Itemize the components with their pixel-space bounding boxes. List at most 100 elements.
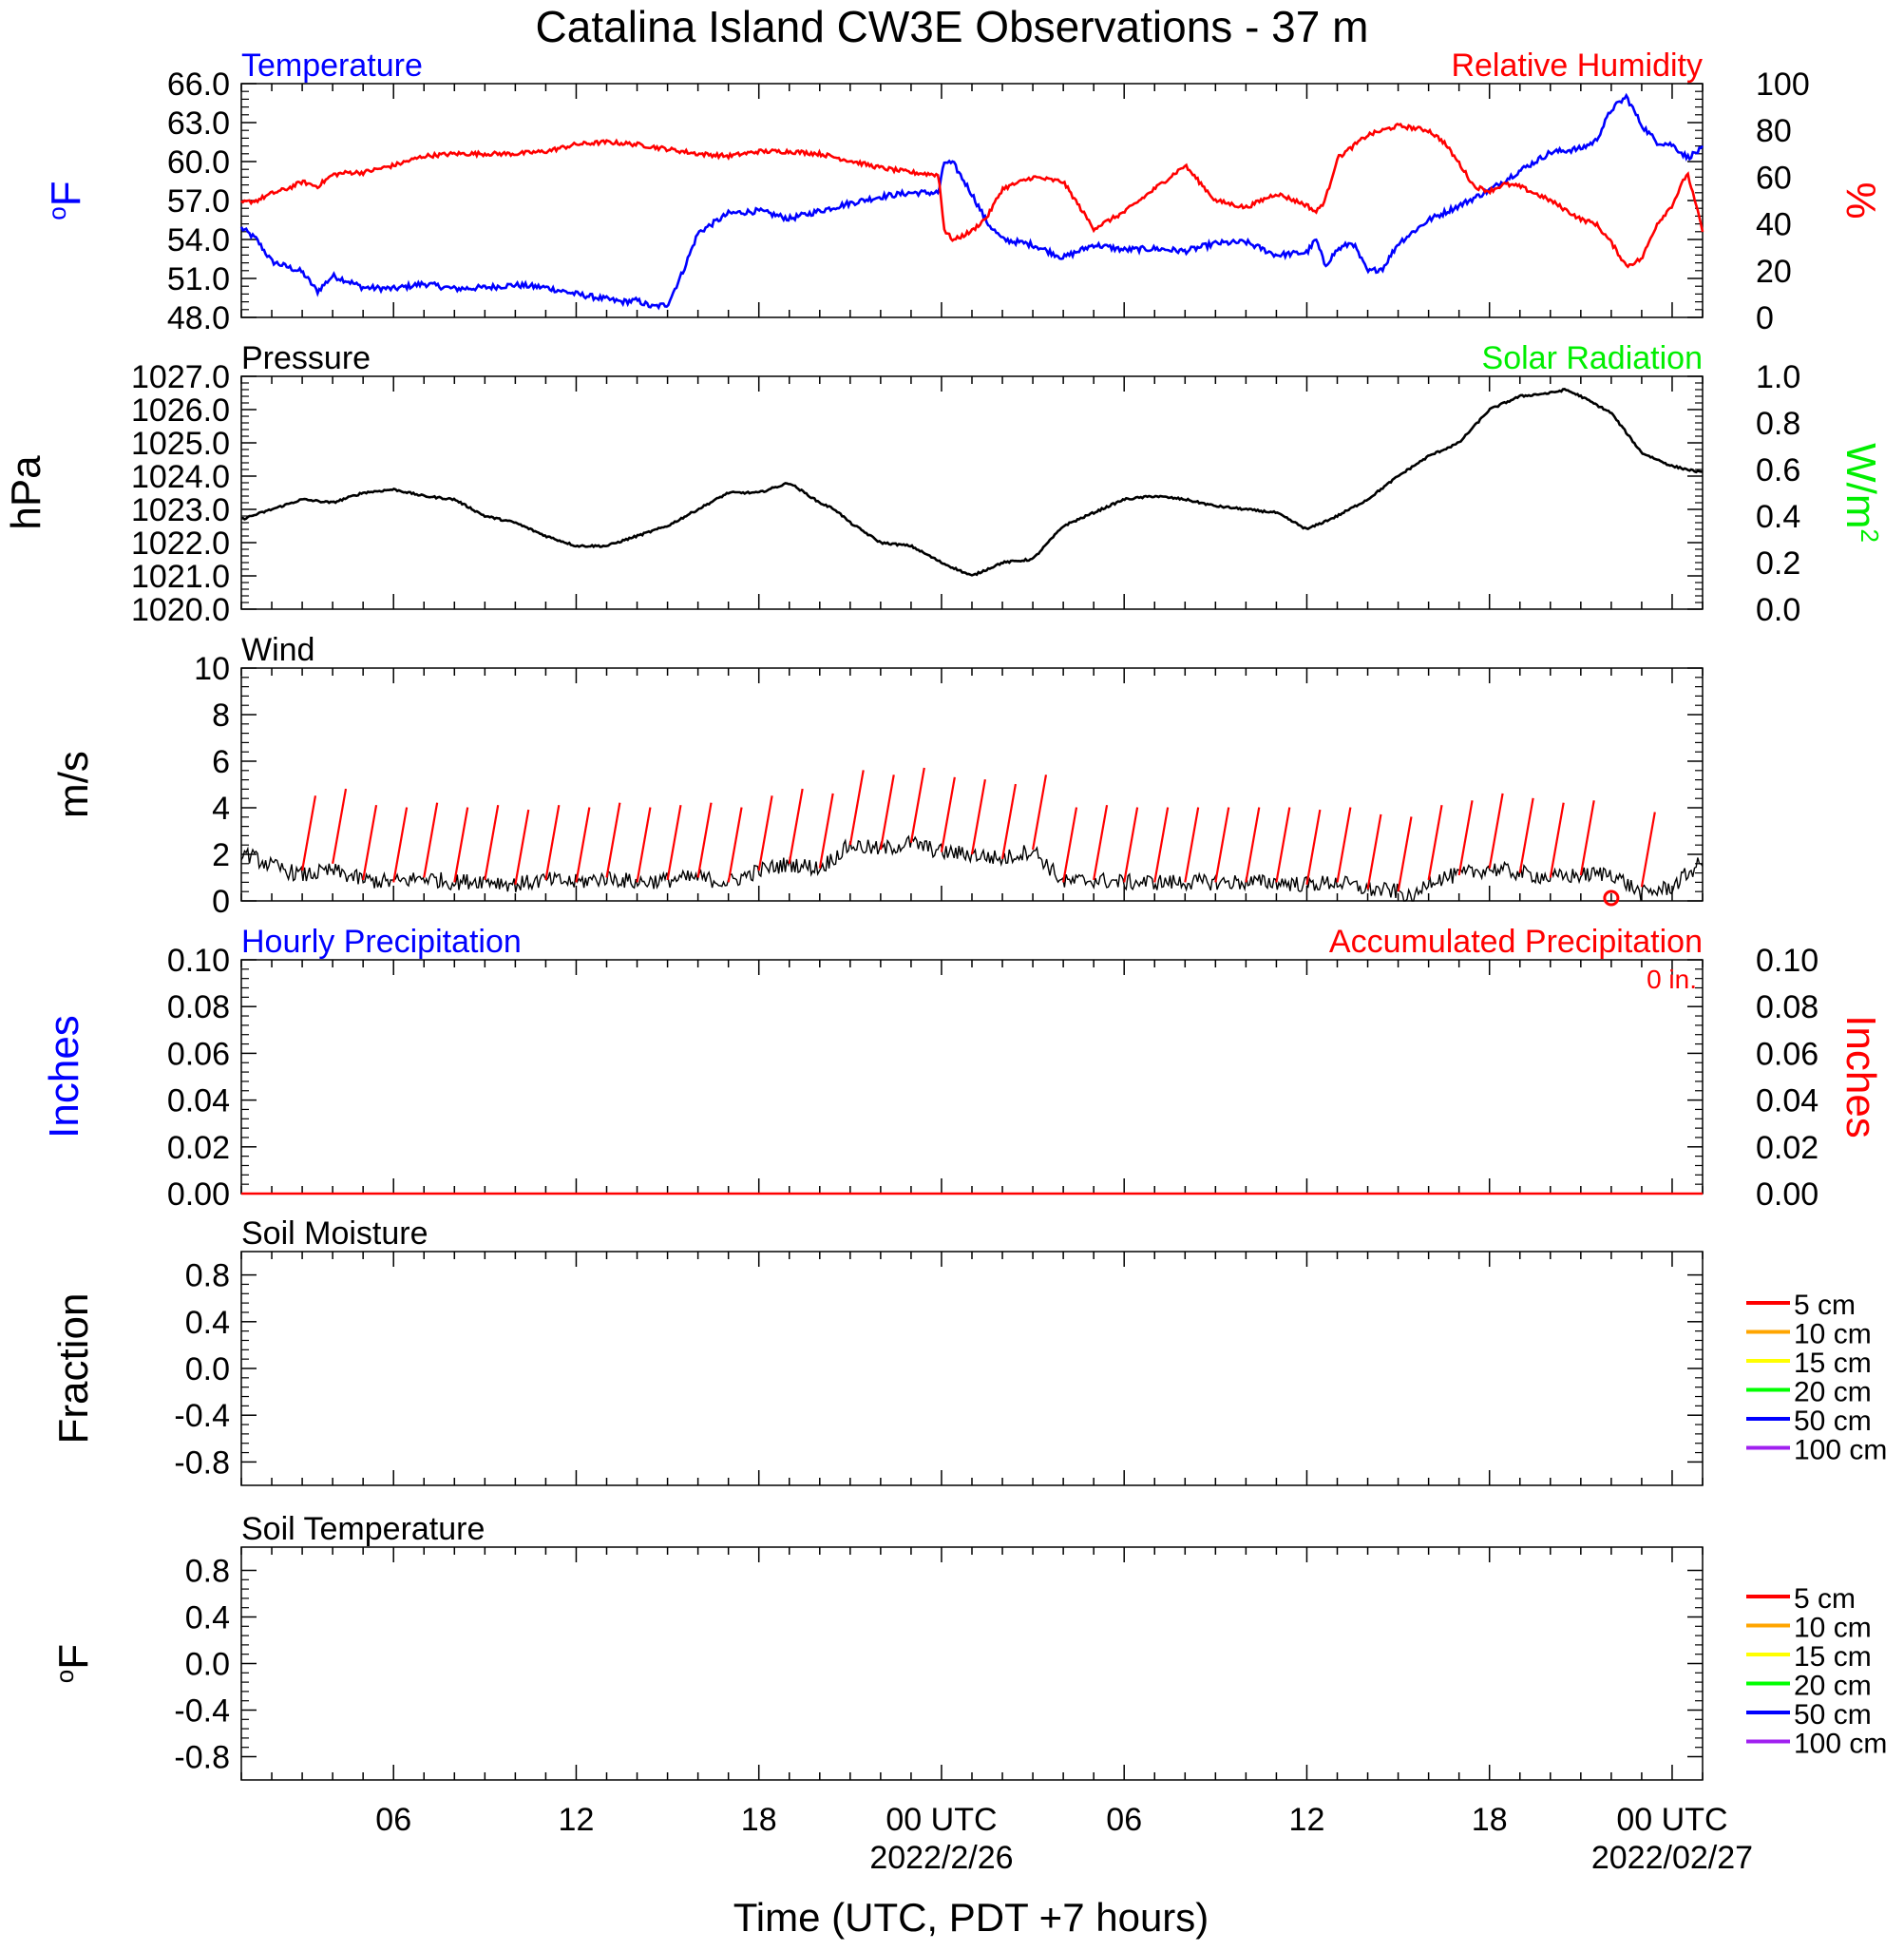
wind-barb <box>332 788 348 864</box>
precipitation-frame <box>240 959 1704 1195</box>
pressure_solar-left-unit: hPa <box>3 455 49 530</box>
precipitation-right-tick-label: 0.00 <box>1756 1176 1818 1213</box>
x-tick-label: 18 <box>741 1802 777 1838</box>
wind-barb <box>848 770 865 846</box>
wind-barb <box>1032 775 1048 851</box>
temperature_humidity-right-tick-label: 0 <box>1756 300 1774 336</box>
soil_moisture-legend-label: 20 cm <box>1794 1377 1872 1408</box>
precipitation-right-tick-label: 0.10 <box>1756 943 1818 979</box>
wind-barb <box>453 807 469 883</box>
precipitation-ytick-label: 0.10 <box>167 943 230 979</box>
soil_moisture-legend-label: 50 cm <box>1794 1406 1872 1437</box>
x-tick-label: 2022/2/26 <box>869 1840 1013 1876</box>
accum-precip-total: 0 in. <box>1647 965 1697 994</box>
pressure_solar-ytick-label: 1027.0 <box>131 359 230 395</box>
pressure_solar-right-tick-label: 0.8 <box>1756 406 1800 442</box>
soil_temperature-ytick-label: 0.0 <box>185 1647 230 1683</box>
wind-ytick-label: 0 <box>212 884 230 920</box>
precipitation-right-tick-label: 0.02 <box>1756 1130 1818 1166</box>
soil_temperature-left-unit: oF <box>50 1644 97 1683</box>
wind-barb <box>1275 807 1291 883</box>
wind-barb <box>879 775 895 851</box>
panel-wind: 10 8 6 4 2 0 Wind m/s <box>50 632 1704 920</box>
temperature_humidity-right-tick-label: 20 <box>1756 254 1792 290</box>
pressure_solar-right-tick-label: 1.0 <box>1756 359 1800 395</box>
precipitation-left-title: Hourly Precipitation <box>241 924 522 960</box>
wind-ytick-label: 2 <box>212 837 230 873</box>
precipitation-right-unit: Inches <box>1837 1015 1884 1138</box>
x-tick-label: 06 <box>375 1802 411 1838</box>
precipitation-ytick-label: 0.06 <box>167 1036 230 1072</box>
soil_moisture-ytick-label: 0.8 <box>185 1258 230 1294</box>
soil_temperature-ytick-label: -0.8 <box>174 1740 230 1776</box>
pressure_solar-ytick-label: 1025.0 <box>131 426 230 462</box>
pressure_solar-right-title: Solar Radiation <box>1482 340 1703 376</box>
wind-barb <box>970 779 986 855</box>
wind-barb <box>605 802 621 878</box>
panel-temperature_humidity: 66.063.060.057.054.051.048.0 100 80 60 40 20 0… <box>43 48 1884 336</box>
precipitation-right-tick-label: 0.04 <box>1756 1083 1818 1119</box>
x-tick-label: 06 <box>1106 1802 1142 1838</box>
x-tick-label: 2022/02/27 <box>1591 1840 1753 1876</box>
soil_temperature-legend-label: 15 cm <box>1794 1641 1872 1673</box>
temperature_humidity-right-tick-label: 40 <box>1756 207 1792 243</box>
pressure_solar-ytick-label: 1023.0 <box>131 492 230 528</box>
wind-barb <box>484 804 500 881</box>
temperature_humidity-series-line <box>239 92 1704 311</box>
soil_moisture-left-unit: Fraction <box>50 1293 97 1444</box>
x-tick-label: 18 <box>1472 1802 1508 1838</box>
soil_moisture-ytick-label: -0.4 <box>174 1398 230 1434</box>
soil_moisture-legend-label: 15 cm <box>1794 1348 1872 1379</box>
temperature_humidity-ytick-label: 51.0 <box>167 261 230 297</box>
wind-barb <box>301 795 317 871</box>
pressure_solar-right-tick-label: 0.6 <box>1756 452 1800 488</box>
wind-barb <box>1518 797 1534 873</box>
wind-barb <box>1457 800 1474 876</box>
wind-barb <box>423 802 439 878</box>
wind-barb <box>1184 807 1200 883</box>
x-tick-label: 12 <box>559 1802 595 1838</box>
wind-ytick-label: 8 <box>212 698 230 734</box>
wind-barb <box>666 804 682 881</box>
pressure_solar-left-title: Pressure <box>241 340 371 376</box>
precipitation-ytick-label: 0.04 <box>167 1083 230 1119</box>
soil_temperature-legend-label: 50 cm <box>1794 1699 1872 1731</box>
wind-left-title: Wind <box>241 632 314 668</box>
x-tick-label: 00 UTC <box>1616 1802 1727 1838</box>
temperature_humidity-left-title: Temperature <box>241 48 423 84</box>
wind-barb <box>940 776 956 852</box>
wind-barb <box>909 767 925 843</box>
wind-barb <box>1153 807 1170 883</box>
wind-barb <box>1549 802 1565 878</box>
pressure_solar-series-line <box>240 388 1704 577</box>
temperature_humidity-ytick-label: 48.0 <box>167 300 230 336</box>
soil_temperature-ytick-label: 0.8 <box>185 1554 230 1590</box>
temperature_humidity-ytick-label: 57.0 <box>167 183 230 220</box>
soil_moisture-ytick-label: 0.4 <box>185 1305 230 1341</box>
temperature_humidity-series-line <box>240 123 1704 269</box>
wind-barb <box>1123 807 1139 883</box>
temperature_humidity-ytick-label: 66.0 <box>167 67 230 103</box>
x-tick-label: 00 UTC <box>885 1802 997 1838</box>
soil_moisture-ytick-label: -0.8 <box>174 1444 230 1481</box>
wind-barb <box>818 793 834 869</box>
temperature_humidity-right-unit: % <box>1837 182 1884 219</box>
wind-barb <box>362 804 378 881</box>
wind-barb <box>1427 804 1443 881</box>
precipitation-right-tick-label: 0.06 <box>1756 1036 1818 1072</box>
wind-frame <box>240 667 1704 902</box>
pressure_solar-ytick-label: 1026.0 <box>131 392 230 429</box>
soil_temperature-ytick-label: -0.4 <box>174 1693 230 1730</box>
wind-barb <box>575 807 591 883</box>
soil_temperature-ytick-label: 0.4 <box>185 1600 230 1636</box>
soil_temperature-legend-label: 5 cm <box>1794 1583 1856 1615</box>
panel-soil_moisture: 0.8 0.4 0.0 -0.4 -0.8 Soil Moisture Fraction 5 … <box>50 1215 1887 1486</box>
soil_moisture-legend-label: 10 cm <box>1794 1319 1872 1350</box>
soil_moisture-ytick-label: 0.0 <box>185 1351 230 1387</box>
soil_temperature-frame <box>240 1546 1704 1781</box>
precipitation-right-tick-label: 0.08 <box>1756 989 1818 1025</box>
wind-barb <box>1093 804 1109 881</box>
wind-barb <box>1245 807 1261 883</box>
